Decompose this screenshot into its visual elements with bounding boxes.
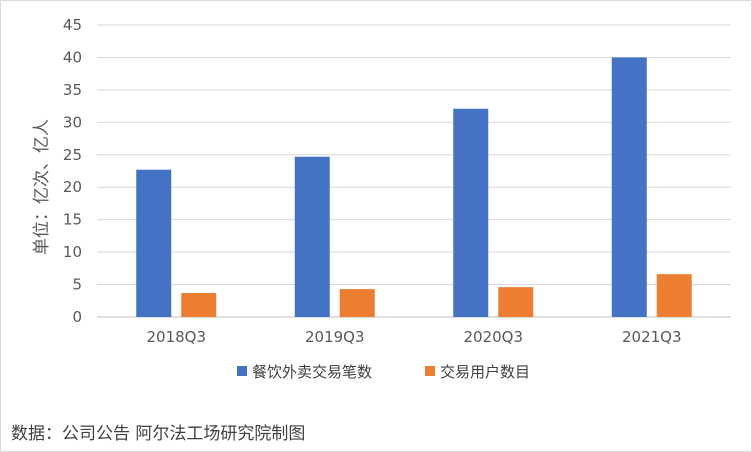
bar-users-2018Q3: [181, 292, 217, 317]
y-tick-label: 5: [72, 276, 82, 294]
bar-transactions-2021Q3: [611, 57, 647, 317]
y-tick-label: 45: [63, 16, 82, 34]
y-tick-label: 30: [63, 113, 82, 131]
x-tick-label: 2021Q3: [622, 328, 682, 346]
y-tick-label: 35: [63, 81, 82, 99]
source-note: 数据：公司公告 阿尔法工场研究院制图: [11, 424, 306, 444]
bar-chart: 0 5 10 15 20 25 30 35 40 45 2018Q3 2019Q3 2020Q3 202…: [32, 16, 731, 381]
bar-transactions-2019Q3: [294, 156, 330, 317]
bar-transactions-2018Q3: [136, 169, 172, 317]
legend-swatch: [425, 366, 435, 376]
bar-users-2019Q3: [339, 289, 375, 317]
legend-label: 交易用户数目: [440, 363, 530, 381]
y-tick-label: 40: [63, 48, 82, 66]
legend-label: 餐饮外卖交易笔数: [252, 363, 372, 381]
y-tick-label: 10: [63, 243, 82, 261]
x-tick-label: 2019Q3: [305, 328, 365, 346]
y-axis-label: 单位：亿次、亿人: [32, 119, 52, 255]
bar-transactions-2020Q3: [453, 108, 489, 317]
legend-swatch: [237, 366, 247, 376]
y-tick-label: 25: [63, 146, 82, 164]
x-tick-label: 2020Q3: [463, 328, 523, 346]
y-tick-label: 20: [63, 178, 82, 196]
y-tick-label: 0: [72, 308, 82, 326]
x-tick-labels: 2018Q3 2019Q3 2020Q3 2021Q3: [146, 328, 681, 346]
gridlines: [97, 24, 731, 318]
y-tick-labels: 0 5 10 15 20 25 30 35 40 45: [63, 16, 82, 326]
bar-users-2020Q3: [498, 287, 534, 317]
legend: 餐饮外卖交易笔数 交易用户数目: [237, 363, 530, 381]
bars: [136, 57, 692, 317]
y-tick-label: 15: [63, 211, 82, 229]
x-tick-label: 2018Q3: [146, 328, 206, 346]
bar-users-2021Q3: [656, 274, 692, 317]
